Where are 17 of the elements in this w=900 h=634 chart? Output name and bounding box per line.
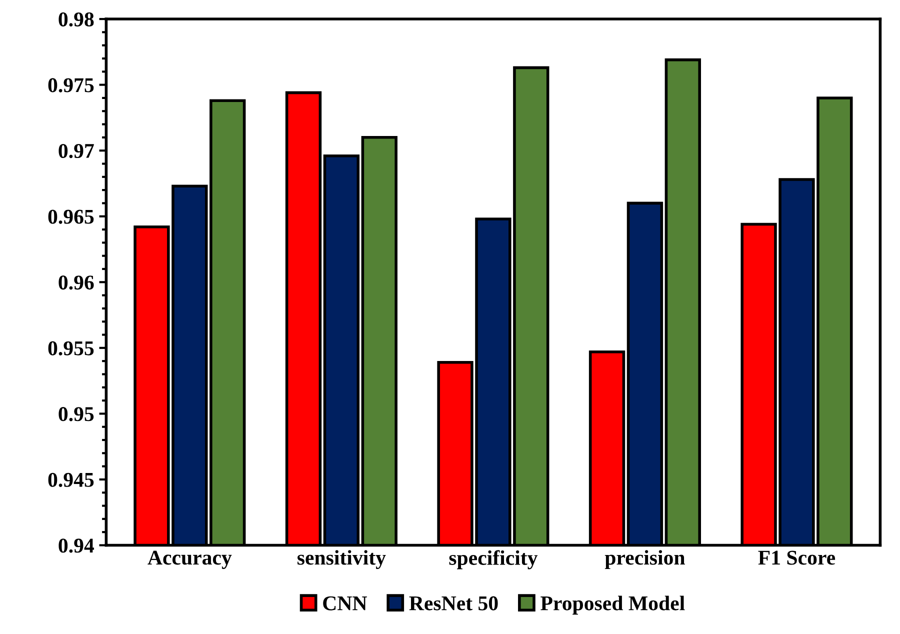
x-tick-label: precision: [604, 550, 685, 569]
y-tick-label: 0.98: [58, 12, 94, 27]
legend-label: ResNet 50: [409, 596, 498, 610]
x-tick-label: F1 Score: [758, 550, 836, 565]
y-tick-label: 0.975: [48, 78, 94, 92]
y-tick-label: 0.95: [58, 407, 94, 422]
x-tick-label: specificity: [449, 550, 538, 570]
legend-label: CNN: [323, 596, 367, 610]
y-tick-label: 0.97: [58, 144, 94, 158]
y-tick-label: 0.965: [48, 210, 94, 224]
legend-label: Proposed Model: [540, 596, 685, 615]
x-tick-label: sensitivity: [298, 550, 386, 570]
y-tick-label: 0.945: [48, 472, 94, 487]
x-tick-label: Accuracy: [148, 550, 232, 569]
y-tick-label: 0.96: [58, 276, 94, 290]
y-tick-label: 0.955: [48, 341, 94, 356]
y-tick-label: 0.94: [58, 538, 94, 553]
